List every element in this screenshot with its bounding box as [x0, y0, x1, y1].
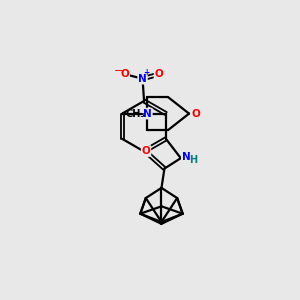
Text: −: −	[113, 66, 123, 76]
Text: N: N	[138, 74, 147, 84]
Text: N: N	[182, 152, 190, 162]
Text: O: O	[120, 69, 129, 79]
Text: O: O	[154, 69, 163, 79]
Text: +: +	[143, 68, 150, 76]
Text: N: N	[143, 109, 152, 118]
Text: H: H	[190, 155, 198, 165]
Text: O: O	[142, 146, 150, 156]
Text: CH₃: CH₃	[125, 109, 145, 118]
Text: O: O	[191, 109, 200, 118]
